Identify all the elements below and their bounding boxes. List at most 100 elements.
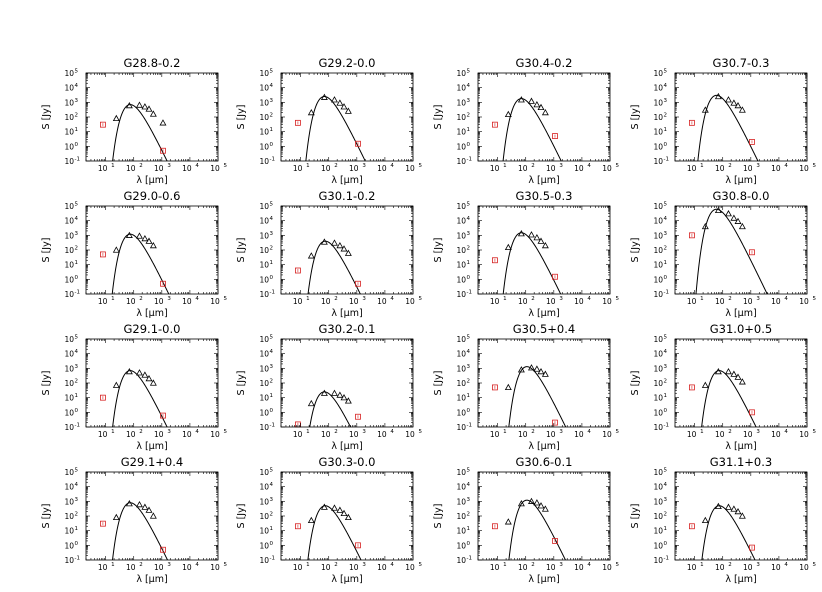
y-tick-exponent: 0 [664, 142, 668, 148]
x-tick-exponent: 2 [139, 429, 143, 435]
y-tick-label: 10 [64, 483, 74, 492]
y-tick-label: 10 [653, 408, 663, 417]
x-tick-label: 10 [602, 297, 612, 306]
sed-model-curve [502, 98, 562, 161]
y-tick-exponent: 1 [75, 526, 79, 532]
data-point-triangle [533, 100, 541, 108]
panel-title: G28.8-0.2 [124, 56, 181, 70]
data-point-triangle [149, 512, 157, 519]
x-tick-exponent: 5 [813, 562, 817, 568]
y-tick-exponent: 0 [664, 408, 668, 414]
panel-title: G30.8-0.0 [713, 189, 770, 203]
y-tick-label: 10 [653, 512, 663, 521]
y-tick-exponent: 3 [75, 231, 79, 237]
y-tick-label: 10 [653, 541, 663, 550]
y-tick-exponent: 5 [467, 202, 471, 208]
data-point-triangle [336, 241, 344, 249]
x-tick-label: 10 [210, 297, 220, 306]
y-tick-exponent: 2 [270, 379, 274, 385]
y-tick-exponent: 2 [270, 113, 274, 119]
y-tick-label: 10 [653, 261, 663, 270]
data-point-triangle [112, 246, 120, 253]
x-tick-label: 10 [687, 164, 697, 173]
data-point-square [552, 273, 558, 280]
panel-title: G30.4-0.2 [516, 56, 573, 70]
y-tick-exponent: 2 [270, 246, 274, 252]
y-tick-label: 10 [456, 512, 466, 521]
y-tick-label: 10 [456, 142, 466, 151]
x-tick-label: 10 [799, 164, 809, 173]
y-tick-exponent: 2 [467, 512, 471, 518]
x-tick-label: 10 [377, 297, 387, 306]
y-tick-label: 10 [259, 483, 269, 492]
y-tick-label: 10 [456, 261, 466, 270]
data-point-triangle [141, 234, 149, 242]
x-tick-exponent: 2 [531, 163, 535, 169]
data-point-triangle [125, 367, 133, 375]
y-tick-exponent: -1 [270, 423, 275, 429]
y-tick-label: 10 [64, 275, 74, 284]
panel-title: G29.1+0.4 [121, 455, 183, 469]
data-point-triangle [734, 373, 742, 380]
data-point-triangle [320, 503, 328, 510]
sed-panel: G30.3-0.010 1 10 2 10 3 10 4 10 510 -110 010 110 210 3… [236, 455, 423, 585]
x-tick-label: 10 [154, 297, 164, 306]
x-tick-label: 10 [349, 164, 359, 173]
y-tick-label: 10 [456, 527, 466, 536]
x-tick-label: 10 [602, 430, 612, 439]
x-tick-exponent: 4 [390, 562, 394, 568]
data-point-square [552, 419, 558, 426]
x-tick-label: 10 [182, 563, 192, 572]
sed-panel: G31.1+0.310 1 10 2 10 3 10 4 10 510 -110 010 110 210 3… [630, 455, 817, 585]
x-tick-label: 10 [715, 164, 725, 173]
y-tick-label: 10 [653, 98, 663, 107]
x-tick-label: 10 [126, 430, 136, 439]
x-tick-exponent: 1 [700, 163, 704, 169]
data-point-triangle [336, 506, 344, 513]
x-tick-exponent: 4 [195, 163, 199, 169]
x-tick-exponent: 4 [784, 163, 788, 169]
y-tick-label: 10 [653, 202, 663, 211]
plot-frame [674, 338, 808, 428]
y-tick-label: 10 [64, 290, 74, 299]
x-tick-label: 10 [377, 430, 387, 439]
y-tick-exponent: 2 [75, 246, 79, 252]
panel-title: G31.1+0.3 [710, 455, 772, 469]
y-tick-label: 10 [259, 157, 269, 166]
y-tick-exponent: 5 [270, 468, 274, 474]
x-tick-exponent: 1 [111, 562, 115, 568]
x-tick-label: 10 [182, 430, 192, 439]
x-tick-label: 10 [574, 563, 584, 572]
x-tick-exponent: 1 [503, 296, 507, 302]
y-tick-label: 10 [259, 217, 269, 226]
x-tick-label: 10 [490, 297, 500, 306]
x-tick-label: 10 [743, 164, 753, 173]
y-tick-label: 10 [456, 202, 466, 211]
data-point-triangle [714, 502, 722, 510]
x-axis-label: λ [μm] [528, 441, 559, 452]
data-point-triangle [307, 108, 315, 116]
x-tick-exponent: 3 [559, 296, 563, 302]
x-tick-exponent: 1 [503, 163, 507, 169]
y-tick-label: 10 [653, 423, 663, 432]
x-tick-label: 10 [210, 430, 220, 439]
y-tick-exponent: 3 [75, 497, 79, 503]
data-point-square [160, 147, 166, 154]
data-point-triangle [344, 249, 352, 256]
y-tick-exponent: 4 [270, 83, 274, 89]
sed-model-curve [112, 104, 168, 161]
x-tick-label: 10 [602, 563, 612, 572]
y-tick-label: 10 [653, 335, 663, 344]
x-tick-exponent: 5 [813, 296, 817, 302]
y-tick-label: 10 [259, 231, 269, 240]
y-tick-label: 10 [456, 128, 466, 137]
y-tick-exponent: 5 [270, 335, 274, 341]
y-tick-label: 10 [64, 468, 74, 477]
data-point-triangle [527, 97, 535, 104]
y-tick-exponent: 3 [75, 98, 79, 104]
plot-frame [280, 205, 414, 295]
y-tick-exponent: 0 [75, 408, 79, 414]
data-point-square [355, 413, 361, 420]
y-tick-label: 10 [259, 527, 269, 536]
sed-model-curve [307, 240, 361, 294]
